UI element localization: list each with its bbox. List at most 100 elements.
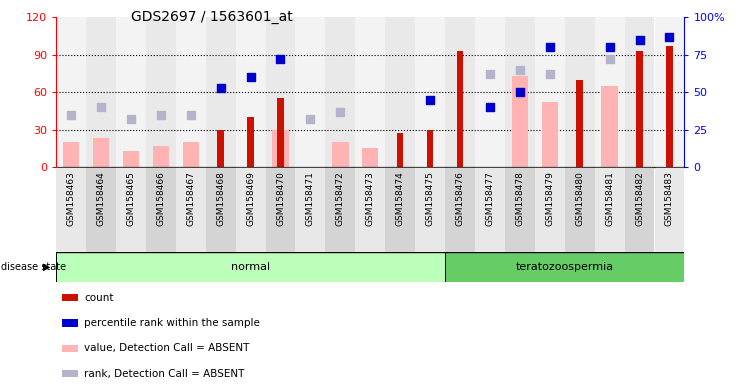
Bar: [415, 17, 445, 167]
Bar: [278, 98, 283, 167]
Text: GSM158472: GSM158472: [336, 171, 345, 226]
Bar: [56, 167, 86, 252]
Text: GSM158477: GSM158477: [485, 171, 494, 226]
Bar: [62, 345, 78, 352]
Point: [125, 116, 137, 122]
Bar: [56, 252, 445, 282]
Bar: [505, 167, 535, 252]
Point: [544, 71, 556, 77]
Bar: [218, 130, 224, 167]
Bar: [153, 146, 169, 167]
Bar: [176, 167, 206, 252]
Text: GSM158470: GSM158470: [276, 171, 285, 226]
Text: GSM158468: GSM158468: [216, 171, 225, 226]
Bar: [355, 167, 385, 252]
Text: disease state: disease state: [1, 262, 66, 272]
Text: normal: normal: [231, 262, 270, 272]
Point: [484, 104, 496, 110]
Bar: [625, 167, 654, 252]
Bar: [236, 17, 266, 167]
Point: [215, 84, 227, 91]
Text: GSM158479: GSM158479: [545, 171, 554, 226]
Text: count: count: [85, 293, 114, 303]
Point: [155, 112, 167, 118]
Bar: [355, 17, 385, 167]
Bar: [666, 46, 672, 167]
Text: GSM158463: GSM158463: [67, 171, 76, 226]
Text: percentile rank within the sample: percentile rank within the sample: [85, 318, 260, 328]
Text: GSM158478: GSM158478: [515, 171, 524, 226]
Bar: [176, 17, 206, 167]
Text: ▶: ▶: [43, 262, 51, 272]
Text: GSM158471: GSM158471: [306, 171, 315, 226]
Bar: [505, 17, 535, 167]
Bar: [86, 17, 116, 167]
Bar: [542, 102, 558, 167]
Bar: [63, 142, 79, 167]
Bar: [272, 130, 289, 167]
Bar: [415, 167, 445, 252]
Point: [514, 67, 526, 73]
Text: GSM158474: GSM158474: [396, 171, 405, 226]
Bar: [512, 76, 528, 167]
Bar: [62, 370, 78, 377]
Bar: [654, 17, 684, 167]
Point: [484, 71, 496, 77]
Bar: [457, 51, 463, 167]
Bar: [427, 130, 433, 167]
Bar: [116, 167, 146, 252]
Bar: [116, 17, 146, 167]
Text: GDS2697 / 1563601_at: GDS2697 / 1563601_at: [131, 10, 292, 23]
Bar: [325, 17, 355, 167]
Bar: [535, 167, 565, 252]
Bar: [183, 142, 199, 167]
Point: [334, 109, 346, 115]
Point: [663, 34, 675, 40]
Text: rank, Detection Call = ABSENT: rank, Detection Call = ABSENT: [85, 369, 245, 379]
Bar: [62, 319, 78, 326]
Point: [604, 56, 616, 62]
Text: GSM158476: GSM158476: [456, 171, 465, 226]
Bar: [62, 294, 78, 301]
Bar: [601, 86, 618, 167]
Point: [95, 104, 107, 110]
Bar: [397, 133, 403, 167]
Text: teratozoospermia: teratozoospermia: [515, 262, 614, 272]
Text: GSM158469: GSM158469: [246, 171, 255, 226]
Bar: [595, 17, 625, 167]
Point: [544, 44, 556, 50]
Bar: [475, 17, 505, 167]
Bar: [654, 167, 684, 252]
Bar: [332, 142, 349, 167]
Bar: [266, 167, 295, 252]
Bar: [236, 167, 266, 252]
Text: GSM158464: GSM158464: [96, 171, 105, 226]
Text: GSM158467: GSM158467: [186, 171, 195, 226]
Bar: [625, 17, 654, 167]
Bar: [93, 138, 109, 167]
Bar: [56, 17, 86, 167]
Bar: [146, 167, 176, 252]
Point: [424, 97, 436, 103]
Point: [604, 44, 616, 50]
Bar: [385, 17, 415, 167]
Point: [304, 116, 316, 122]
Text: GSM158482: GSM158482: [635, 171, 644, 226]
Point: [514, 89, 526, 95]
Bar: [86, 167, 116, 252]
Bar: [325, 167, 355, 252]
Text: GSM158481: GSM158481: [605, 171, 614, 226]
Text: value, Detection Call = ABSENT: value, Detection Call = ABSENT: [85, 343, 250, 353]
Text: GSM158473: GSM158473: [366, 171, 375, 226]
Text: GSM158475: GSM158475: [426, 171, 435, 226]
Bar: [565, 167, 595, 252]
Text: GSM158480: GSM158480: [575, 171, 584, 226]
Bar: [206, 167, 236, 252]
Bar: [445, 252, 684, 282]
Bar: [206, 17, 236, 167]
Text: GSM158483: GSM158483: [665, 171, 674, 226]
Bar: [535, 17, 565, 167]
Bar: [385, 167, 415, 252]
Bar: [295, 167, 325, 252]
Bar: [266, 17, 295, 167]
